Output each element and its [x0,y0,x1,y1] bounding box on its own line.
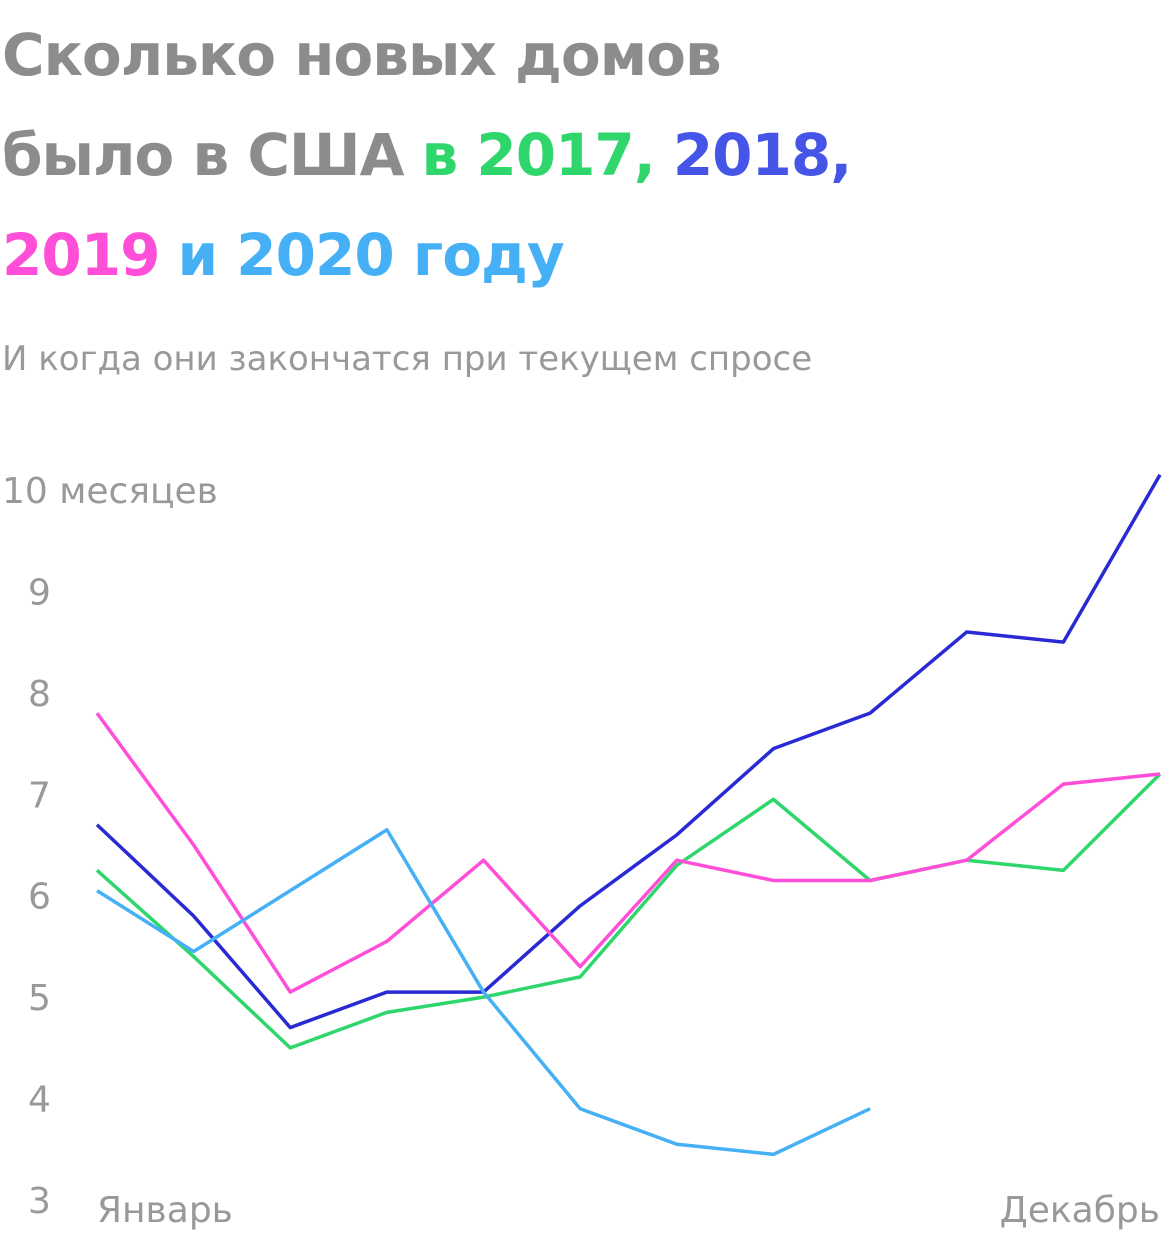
y-tick-label: 9 [28,572,51,613]
line-series [96,828,871,1157]
chart-title-part: 2018, [673,121,851,189]
chart-title-line: 2019 и 2020 году [2,221,564,289]
chart-title-line: Сколько новых домов [2,21,721,89]
x-tick-label: Декабрь [1000,1190,1160,1231]
y-tick-label: 4 [28,1080,51,1121]
chart-title-part: 2019 [2,221,159,289]
line-series [95,772,1162,1050]
chart-title-line: было в США в 2017, 2018, [2,121,851,189]
y-tick-label: 5 [28,978,51,1019]
y-tick-label: 7 [28,775,51,816]
y-tick-label: 10 месяцев [2,471,218,512]
x-tick-label: Январь [97,1190,233,1231]
y-tick-label: 8 [28,674,51,715]
chart-title-part: и 2020 году [177,221,563,289]
line-series [95,712,1161,994]
chart-subtitle: И когда они закончатся при текущем спрос… [2,339,812,379]
y-tick-label: 3 [28,1181,51,1222]
y-tick-label: 6 [28,877,51,918]
chart-title-part: в 2017, [421,121,654,189]
line-series [95,473,1162,1030]
chart-title-part: было в США [2,121,405,189]
chart-title-part: Сколько новых домов [2,21,721,89]
